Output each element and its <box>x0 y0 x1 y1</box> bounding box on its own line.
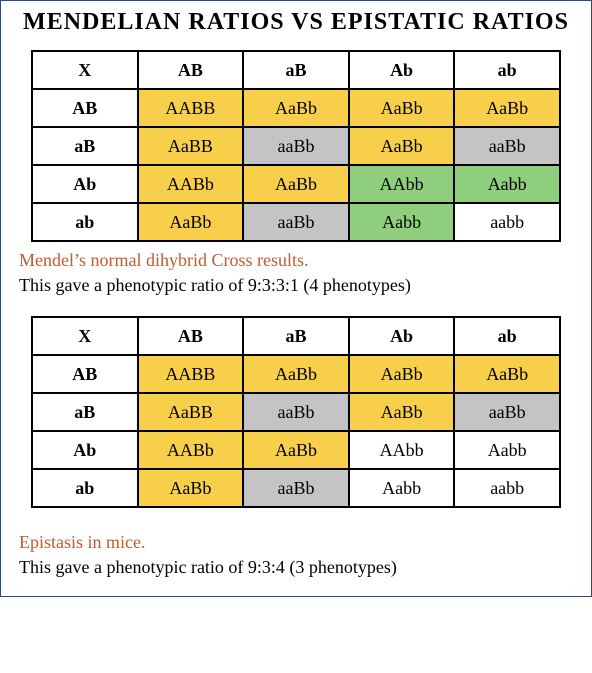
table1-cell: AaBb <box>349 89 455 127</box>
table2-cell: aaBb <box>243 469 349 507</box>
mendelian-punnett-table: X AB aB Ab ab AB AABB AaBb AaBb AaBb aB … <box>31 50 561 242</box>
table2-cell: aabb <box>454 469 560 507</box>
table2-row-header: ab <box>32 469 138 507</box>
table1-cell: Aabb <box>349 203 455 241</box>
table2-cell: AAbb <box>349 431 455 469</box>
table1-cell: aaBb <box>243 203 349 241</box>
table2-cell: aaBb <box>243 393 349 431</box>
table1-col-header: ab <box>454 51 560 89</box>
mendel-caption-ratio: This gave a phenotypic ratio of 9:3:3:1 … <box>19 275 573 296</box>
table1-cell: AaBb <box>243 165 349 203</box>
table2-cell: AaBb <box>349 393 455 431</box>
page: MENDELIAN RATIOS VS EPISTATIC RATIOS X A… <box>0 0 592 597</box>
table1-row-header: aB <box>32 127 138 165</box>
mendel-caption-title: Mendel’s normal dihybrid Cross results. <box>19 250 573 271</box>
table1-cell: AABB <box>138 89 244 127</box>
table2-col-header: ab <box>454 317 560 355</box>
table1-row-header: ab <box>32 203 138 241</box>
table2-cell: aaBb <box>454 393 560 431</box>
table2-cell: AaBb <box>349 355 455 393</box>
table1-cell: AaBB <box>138 127 244 165</box>
table2-cell: AaBb <box>243 355 349 393</box>
table2-cell: AABb <box>138 431 244 469</box>
epistasis-caption-ratio: This gave a phenotypic ratio of 9:3:4 (3… <box>19 557 573 578</box>
table1-col-header: AB <box>138 51 244 89</box>
table1-row-header: Ab <box>32 165 138 203</box>
table2-col-header: aB <box>243 317 349 355</box>
table2-cell: Aabb <box>454 431 560 469</box>
epistasis-caption-title: Epistasis in mice. <box>19 532 573 553</box>
table1-cell: Aabb <box>454 165 560 203</box>
table2-row-header: AB <box>32 355 138 393</box>
epistasis-punnett-table: X AB aB Ab ab AB AABB AaBb AaBb AaBb aB … <box>31 316 561 508</box>
table1-col-header: Ab <box>349 51 455 89</box>
table2-col-header: Ab <box>349 317 455 355</box>
table1-cell: AaBb <box>243 89 349 127</box>
table1-cell: AAbb <box>349 165 455 203</box>
table1-row-header: AB <box>32 89 138 127</box>
table2-cell: AaBb <box>138 469 244 507</box>
table1-cell: AaBb <box>349 127 455 165</box>
table2-row-header: aB <box>32 393 138 431</box>
table1-col-header: aB <box>243 51 349 89</box>
table2-row-header: Ab <box>32 431 138 469</box>
table2-cell: AaBb <box>454 355 560 393</box>
table2-col-header: AB <box>138 317 244 355</box>
table2-corner: X <box>32 317 138 355</box>
table1-cell: AaBb <box>138 203 244 241</box>
table1-corner: X <box>32 51 138 89</box>
page-title: MENDELIAN RATIOS VS EPISTATIC RATIOS <box>11 9 581 36</box>
table2-cell: Aabb <box>349 469 455 507</box>
table2-cell: AaBb <box>243 431 349 469</box>
table1-cell: aaBb <box>243 127 349 165</box>
table1-cell: aaBb <box>454 127 560 165</box>
table2-cell: AABB <box>138 355 244 393</box>
table1-cell: AABb <box>138 165 244 203</box>
table1-cell: aabb <box>454 203 560 241</box>
table1-cell: AaBb <box>454 89 560 127</box>
table2-cell: AaBB <box>138 393 244 431</box>
